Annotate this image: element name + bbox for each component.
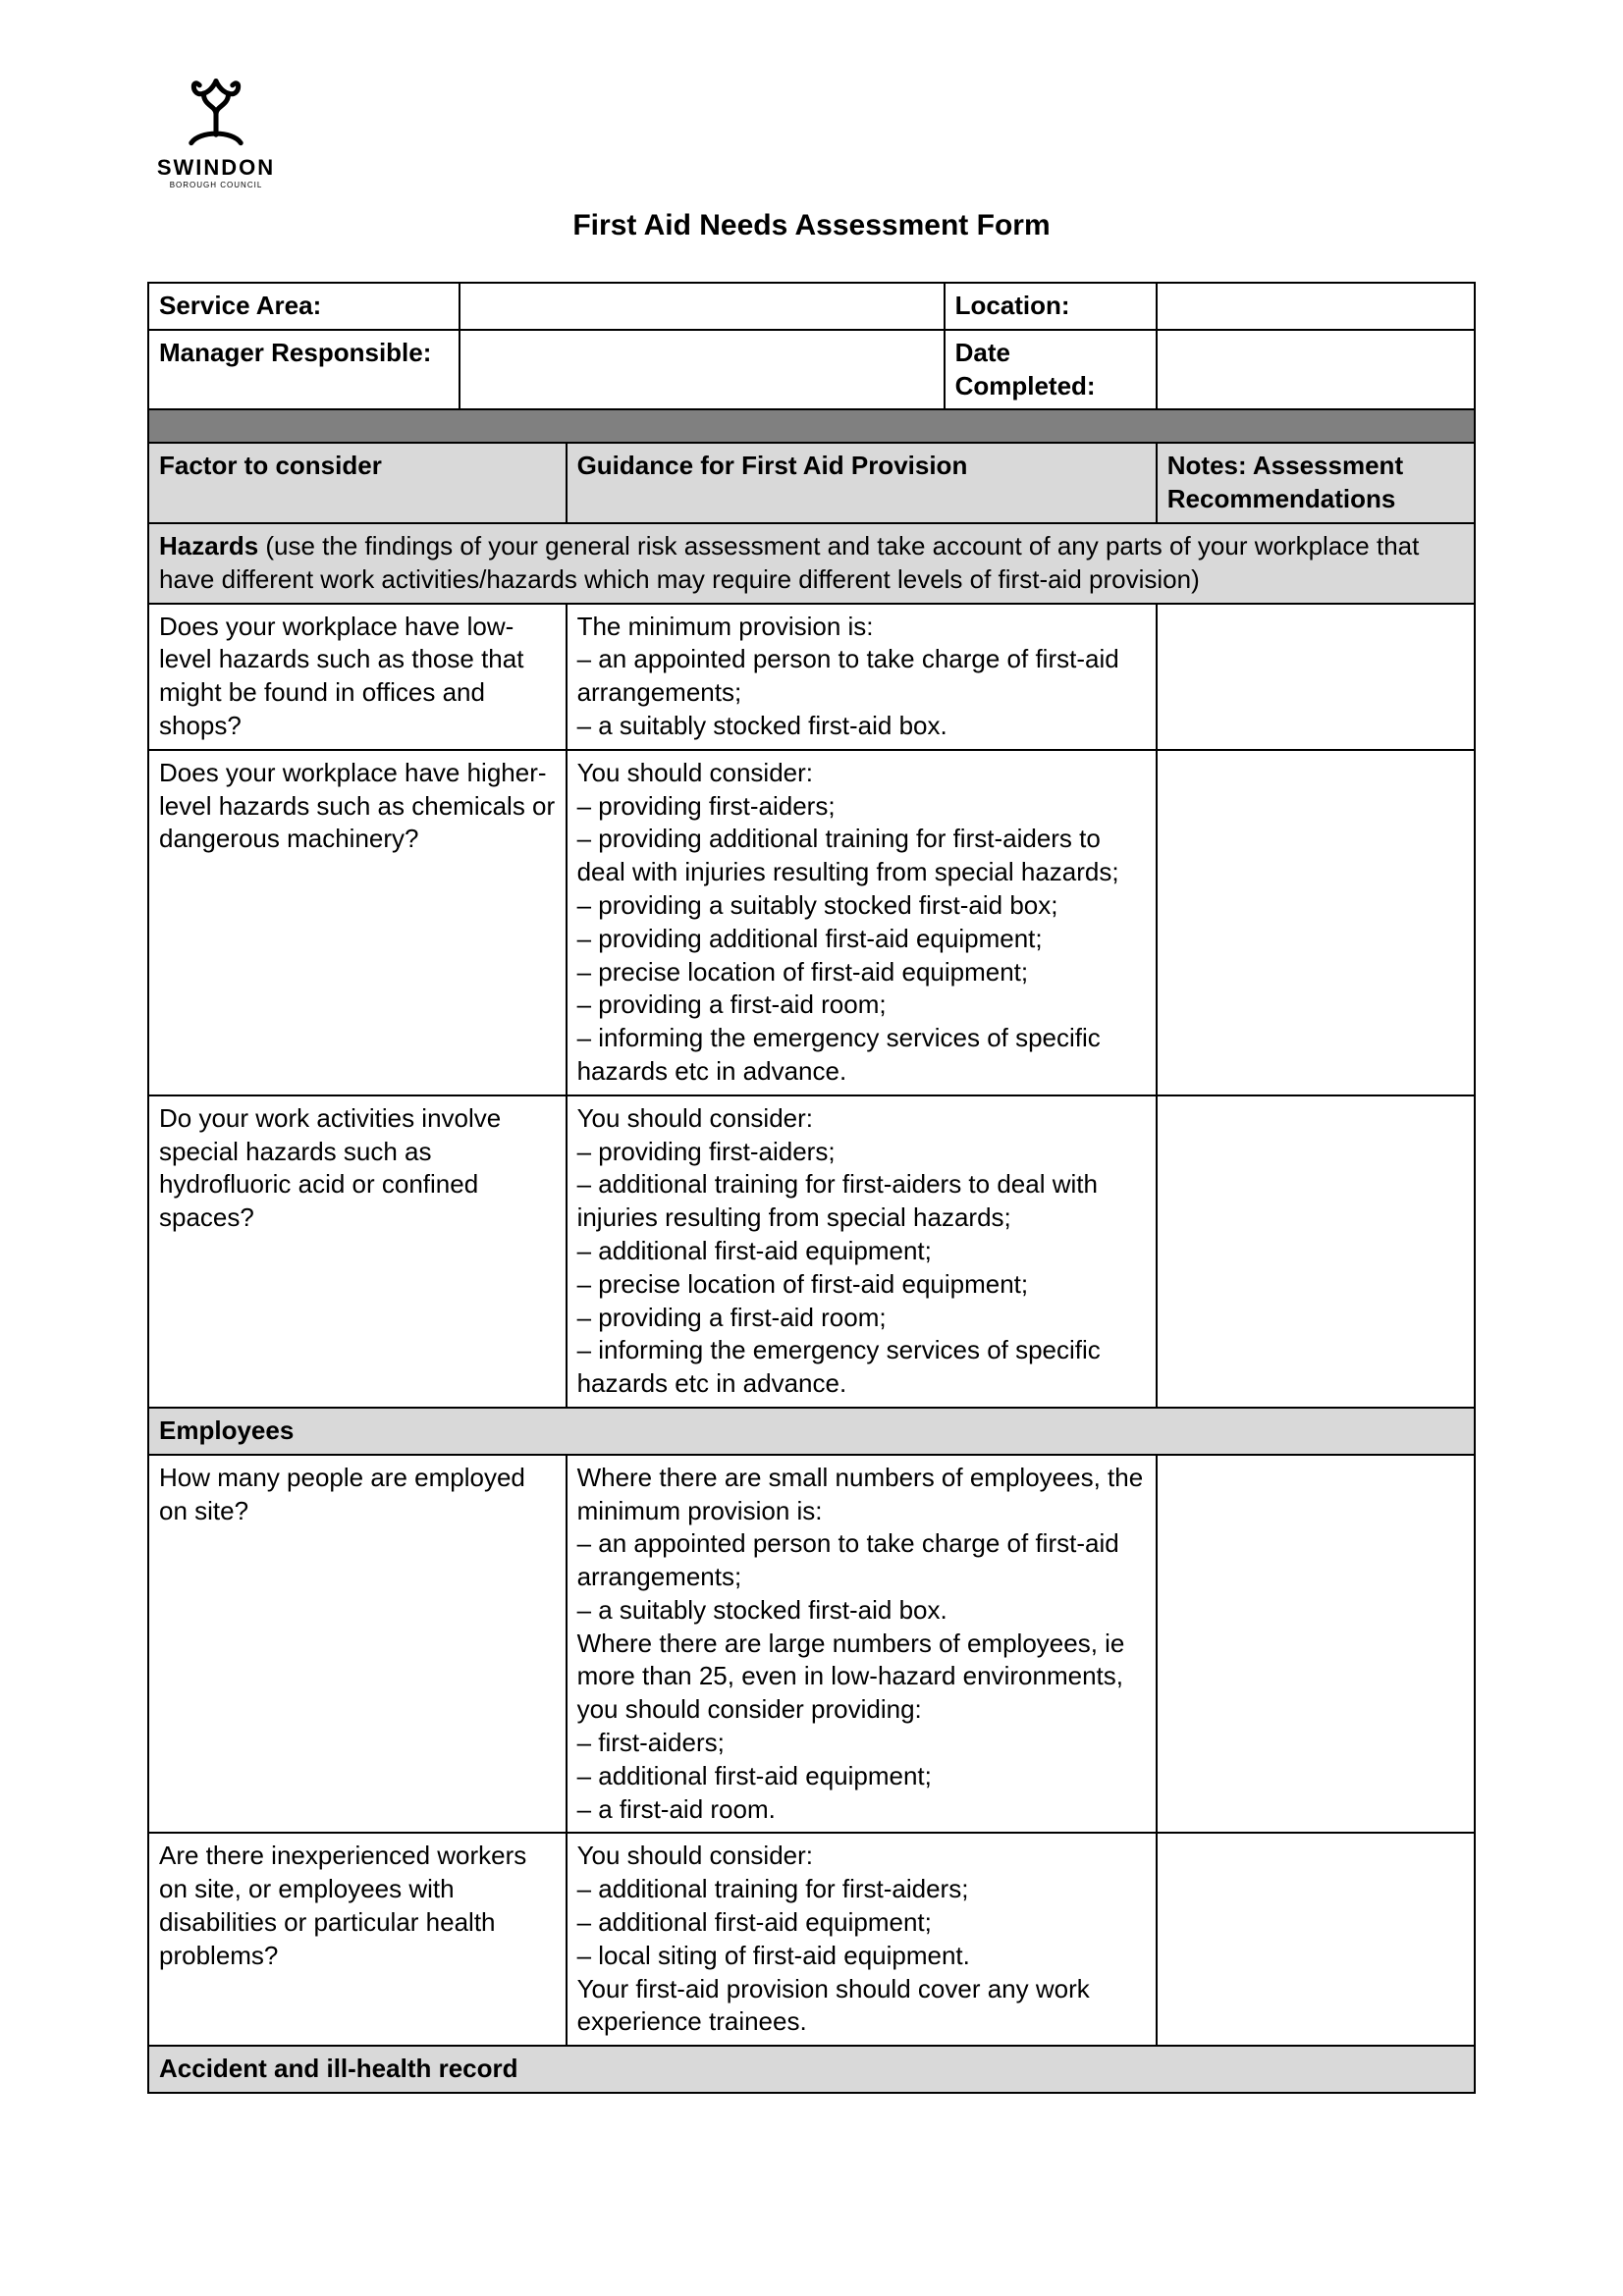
assessment-table: Service Area: Location: Manager Responsi… bbox=[147, 282, 1476, 2094]
employee-notes[interactable] bbox=[1157, 1833, 1475, 2046]
hazards-rest: (use the findings of your general risk a… bbox=[159, 531, 1419, 594]
employee-factor: How many people are employed on site? bbox=[148, 1455, 567, 1834]
employee-row-0: How many people are employed on site? Wh… bbox=[148, 1455, 1475, 1834]
employee-row-1: Are there inexperienced workers on site,… bbox=[148, 1833, 1475, 2046]
employees-section-header: Employees bbox=[148, 1408, 1475, 1455]
meta-row-1: Service Area: Location: bbox=[148, 283, 1475, 330]
employee-guidance: You should consider:– additional trainin… bbox=[567, 1833, 1157, 2046]
employee-notes[interactable] bbox=[1157, 1455, 1475, 1834]
hazard-row-2: Do your work activities involve special … bbox=[148, 1095, 1475, 1408]
logo: SWINDON BOROUGH COUNCIL bbox=[147, 69, 285, 189]
hazard-factor: Do your work activities involve special … bbox=[148, 1095, 567, 1408]
page-title: First Aid Needs Assessment Form bbox=[147, 209, 1476, 242]
hazard-guidance: The minimum provision is:– an appointed … bbox=[567, 604, 1157, 750]
date-label: Date Completed: bbox=[945, 330, 1157, 410]
hazards-section-header: Hazards (use the findings of your genera… bbox=[148, 523, 1475, 604]
hazard-notes[interactable] bbox=[1157, 604, 1475, 750]
hazard-notes[interactable] bbox=[1157, 750, 1475, 1095]
hazard-factor: Does your workplace have higher-level ha… bbox=[148, 750, 567, 1095]
swindon-logo-icon bbox=[175, 69, 257, 151]
date-value[interactable] bbox=[1157, 330, 1475, 410]
hazards-bold: Hazards bbox=[159, 531, 258, 561]
logo-subtext: BOROUGH COUNCIL bbox=[170, 181, 263, 189]
hazard-factor: Does your workplace have low-level hazar… bbox=[148, 604, 567, 750]
employee-guidance: Where there are small numbers of employe… bbox=[567, 1455, 1157, 1834]
accident-section-header: Accident and ill-health record bbox=[148, 2046, 1475, 2093]
hazard-notes[interactable] bbox=[1157, 1095, 1475, 1408]
manager-label: Manager Responsible: bbox=[148, 330, 460, 410]
location-value[interactable] bbox=[1157, 283, 1475, 330]
manager-value[interactable] bbox=[460, 330, 944, 410]
hazard-guidance: You should consider:– providing first-ai… bbox=[567, 1095, 1157, 1408]
column-headers: Factor to consider Guidance for First Ai… bbox=[148, 443, 1475, 523]
header-guidance: Guidance for First Aid Provision bbox=[567, 443, 1157, 523]
spacer-row bbox=[148, 409, 1475, 443]
employee-factor: Are there inexperienced workers on site,… bbox=[148, 1833, 567, 2046]
page: SWINDON BOROUGH COUNCIL First Aid Needs … bbox=[0, 0, 1623, 2163]
service-area-value[interactable] bbox=[460, 283, 944, 330]
logo-text: SWINDON bbox=[157, 155, 275, 181]
service-area-label: Service Area: bbox=[148, 283, 460, 330]
hazard-row-0: Does your workplace have low-level hazar… bbox=[148, 604, 1475, 750]
accident-title: Accident and ill-health record bbox=[148, 2046, 1475, 2093]
header-notes: Notes: Assessment Recommendations bbox=[1157, 443, 1475, 523]
hazard-row-1: Does your workplace have higher-level ha… bbox=[148, 750, 1475, 1095]
location-label: Location: bbox=[945, 283, 1157, 330]
header-factor: Factor to consider bbox=[148, 443, 567, 523]
meta-row-2: Manager Responsible: Date Completed: bbox=[148, 330, 1475, 410]
hazard-guidance: You should consider:– providing first-ai… bbox=[567, 750, 1157, 1095]
employees-title: Employees bbox=[148, 1408, 1475, 1455]
